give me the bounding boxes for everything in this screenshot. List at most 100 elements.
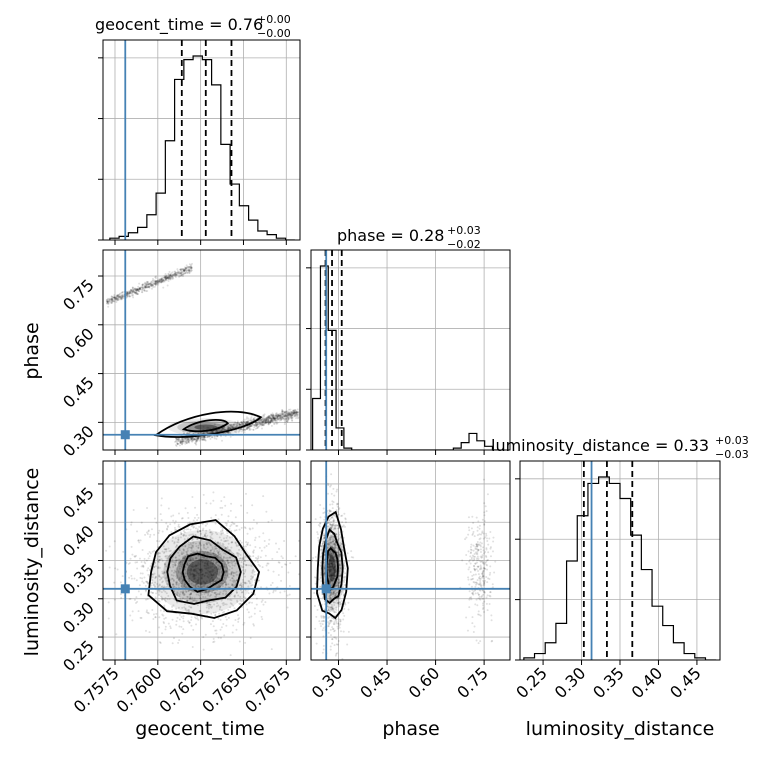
dist-phase-pt-854 [322,534,325,537]
dist-phase-pt-316 [344,518,347,521]
dist-time-pt-182 [262,603,265,606]
dist-time-pt-786 [215,561,218,564]
dist-time-pt-1790 [171,605,174,608]
phase-time-pt-1640 [294,412,297,415]
phase-time-pt-273 [148,286,151,289]
phase-time-pt-14 [162,279,165,282]
dist-time-pt-143 [146,582,149,585]
dist-time-pt-379 [248,616,251,619]
dist-time-pt-428 [216,602,219,605]
dist-time-pt-1430 [178,565,181,568]
dist-phase-pt-395 [328,575,331,578]
dist-phase-pt-965 [343,614,346,617]
phase-time-pt-156 [153,280,156,283]
phase-time-pt-1118 [227,431,230,434]
dist-phase-pt-389 [330,565,333,568]
phase-time-pt-1721 [269,417,272,420]
phase-time-pt-1708 [291,417,294,420]
dist-time-pt-249 [162,610,165,613]
dist-time-pt-328 [189,542,192,545]
dist-time-pt-730 [219,618,222,621]
phase-time-pt-179 [174,276,177,279]
dist-time-pt-1256 [198,541,201,544]
phase-time-pt-1157 [276,415,279,418]
phase-time-pt-1147 [190,438,193,441]
phase-time-pt-1524 [211,430,214,433]
phase-time-pt-977 [273,418,276,421]
dist-phase-pt-379 [333,570,336,573]
phase-time-pt-976 [284,413,287,416]
dist-time-pt-358 [130,545,133,548]
dist-time-pt-1337 [161,613,164,616]
dist-phase-pt-704 [319,503,322,506]
dist-phase-pt-1103 [337,551,340,554]
phase-time-pt-848 [252,428,255,431]
phase-time-pt-365 [106,300,109,303]
dist-phase-pt-273 [331,565,334,568]
phase-time-pt-651 [286,410,289,413]
phase-time-pt-162 [165,279,168,282]
dist-time-pt-1549 [187,620,190,623]
dist-time-pt-873 [214,591,217,594]
dist-time-pt-306 [249,636,252,639]
phase-time-pt-917 [197,436,200,439]
phase-time-pt-583 [145,290,148,293]
dist-phase-pt-1096 [328,565,331,568]
phase-time-pt-984 [285,410,288,413]
dist-time-pt-1463 [189,564,192,567]
phase-time-pt-1648 [204,435,207,438]
dist-phase-pt-20 [342,549,345,552]
phase-time-pt-949 [208,435,211,438]
phase-time-pt-1508 [276,417,279,420]
dist-time-pt-903 [214,614,217,617]
phase-time-pt-58 [171,271,174,274]
dist-time-pt-1714 [221,611,224,614]
dist-time-pt-1312 [210,612,213,615]
dist-time-pt-1524 [192,519,195,522]
dist-phase-pt-1097 [341,657,344,660]
dist-time-pt-1488 [214,580,217,583]
phase-time-pt-1471 [193,438,196,441]
dist-phase-pt-1190 [331,567,334,570]
dist-time-pt-1589 [189,597,192,600]
dist-time-pt-1528 [186,595,189,598]
dist-time-pt-157 [183,533,186,536]
dist-time-pt-1697 [199,529,202,532]
dist-time-pt-1369 [235,579,238,582]
dist-time-pt-946 [197,546,200,549]
phase-time-pt-1790 [230,424,233,427]
phase-time-pt-1069 [186,432,189,435]
dist-time-pt-303 [223,634,226,637]
dist-time-pt-365 [239,539,242,542]
dist-phase-pt-150 [332,567,335,570]
dist-time-pt-1627 [233,522,236,525]
dist-time-pt-883 [222,555,225,558]
dist-time-pt-1134 [213,550,216,553]
phase-time-pt-1697 [275,421,278,424]
phase-time-pt-1485 [191,436,194,439]
dist-phase-pt-7 [330,541,333,544]
phase-time-pt-39 [105,299,108,302]
dist-phase-pt-1194 [338,597,341,600]
dist-time-pt-433 [217,541,220,544]
dist-time-pt-1225 [163,585,166,588]
dist-time-pt-175 [249,582,252,585]
dist-time-pt-14 [152,617,155,620]
phase-time-pt-978 [210,431,213,434]
phase-time-pt-1775 [267,416,270,419]
phase-time-pt-544 [136,289,139,292]
dist-time-pt-525 [155,592,158,595]
dist-phase-pt-697 [347,608,350,611]
phase-time-pt-38 [163,276,166,279]
dist-time-pt-959 [188,562,191,565]
dist-phase-pt-647 [334,525,337,528]
dist-phase-pt-1060 [337,601,340,604]
dist-phase-pt-407 [343,560,346,563]
dist-time-pt-1497 [232,572,235,575]
phase-time-pt-626 [253,419,256,422]
dist-time-pt-1254 [238,584,241,587]
dist-time-pt-974 [211,563,214,566]
dist-time-pt-1063 [244,582,247,585]
dist-time-pt-401 [177,584,180,587]
dist-phase-pt-691 [350,550,353,553]
